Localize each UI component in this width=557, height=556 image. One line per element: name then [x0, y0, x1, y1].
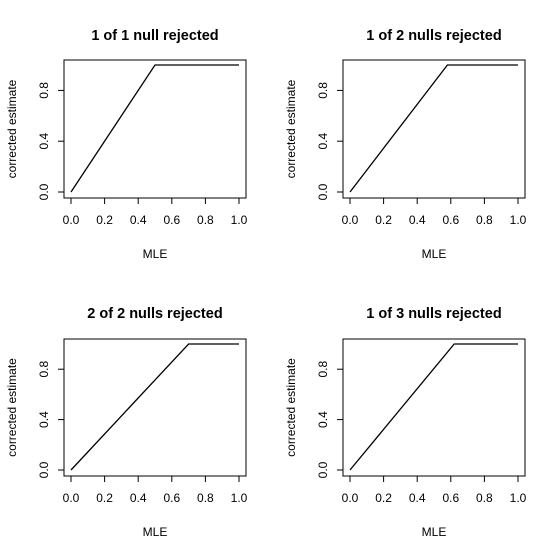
y-axis-label: corrected estimate — [284, 79, 298, 178]
x-tick-label: 0.0 — [63, 491, 80, 505]
series-line — [349, 343, 518, 471]
x-tick-label: 0.0 — [63, 213, 80, 227]
x-axis-label: MLE — [422, 247, 447, 261]
x-tick-label: 1.0 — [231, 213, 248, 227]
x-tick-label: 0.6 — [442, 213, 459, 227]
chart-panel-1: 1 of 2 nulls rejected 0.0 0.2 0.4 0.6 0.8 1.0 0… — [284, 28, 527, 261]
y-tick-label: 0.8 — [37, 361, 51, 378]
x-tick-label: 0.4 — [409, 213, 426, 227]
x-tick-label: 0.4 — [409, 491, 426, 505]
y-tick-label: 0.0 — [316, 183, 330, 200]
x-tick-label: 0.8 — [197, 213, 214, 227]
x-tick-label: 1.0 — [510, 213, 527, 227]
x-tick-label: 1.0 — [231, 491, 248, 505]
x-tick-label: 0.4 — [130, 213, 147, 227]
x-axis-label: MLE — [143, 247, 168, 261]
series-line — [349, 64, 518, 193]
y-tick-label: 0.8 — [37, 82, 51, 99]
y-tick-label: 0.4 — [316, 133, 330, 150]
x-axis-label: MLE — [143, 525, 168, 539]
chart-title: 2 of 2 nulls rejected — [87, 306, 222, 322]
x-tick-label: 0.2 — [96, 213, 113, 227]
chart-title: 1 of 1 null rejected — [91, 28, 218, 44]
chart-panel-3: 1 of 3 nulls rejected 0.0 0.2 0.4 0.6 0.8 1.0 0… — [284, 306, 527, 539]
x-tick-label: 0.6 — [442, 491, 459, 505]
x-tick-label: 0.8 — [476, 213, 493, 227]
x-tick-label: 0.4 — [130, 491, 147, 505]
x-tick-label: 0.6 — [163, 491, 180, 505]
x-tick-label: 0.0 — [342, 491, 359, 505]
series-line — [70, 343, 239, 471]
series-line — [70, 64, 239, 193]
x-tick-label: 0.8 — [476, 491, 493, 505]
y-tick-label: 0.8 — [316, 82, 330, 99]
plot-frame — [63, 338, 247, 477]
y-axis-label: corrected estimate — [5, 79, 19, 178]
y-axis-label: corrected estimate — [5, 358, 19, 457]
x-tick-label: 0.2 — [375, 213, 392, 227]
chart-panel-0: 1 of 1 null rejected 0.0 0.2 0.4 0.6 0.8 1.0 0.… — [5, 28, 248, 261]
y-tick-label: 0.0 — [37, 461, 51, 478]
chart-title: 1 of 3 nulls rejected — [366, 306, 501, 322]
y-tick-label: 0.8 — [316, 361, 330, 378]
x-tick-label: 1.0 — [510, 491, 527, 505]
x-tick-label: 0.0 — [342, 213, 359, 227]
x-axis-label: MLE — [422, 525, 447, 539]
x-tick-label: 0.6 — [163, 213, 180, 227]
chart-panel-2: 2 of 2 nulls rejected 0.0 0.2 0.4 0.6 0.8 1.0 0… — [5, 306, 248, 539]
y-tick-label: 0.4 — [37, 411, 51, 428]
y-tick-label: 0.0 — [316, 461, 330, 478]
y-axis-label: corrected estimate — [284, 358, 298, 457]
y-tick-label: 0.4 — [37, 133, 51, 150]
y-tick-label: 0.0 — [37, 183, 51, 200]
plot-frame — [63, 59, 247, 199]
x-tick-label: 0.2 — [375, 491, 392, 505]
x-tick-label: 0.2 — [96, 491, 113, 505]
y-tick-label: 0.4 — [316, 411, 330, 428]
x-tick-label: 0.8 — [197, 491, 214, 505]
chart-title: 1 of 2 nulls rejected — [366, 28, 501, 44]
plot-frame — [342, 338, 526, 477]
plot-frame — [342, 59, 526, 199]
